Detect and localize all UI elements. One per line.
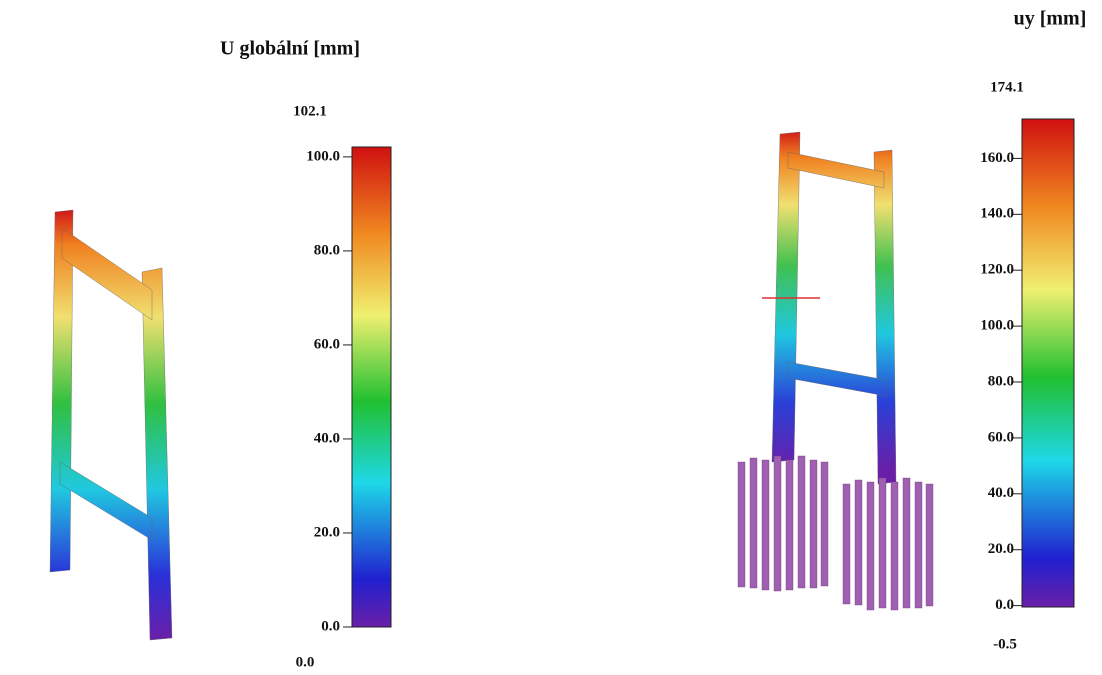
legend-title: uy [mm] — [1014, 8, 1087, 30]
tick-label: 40.0 — [314, 430, 340, 446]
tick-label: 40.0 — [988, 485, 1014, 501]
tick-label: 140.0 — [980, 206, 1014, 222]
tick-label: 60.0 — [988, 429, 1014, 445]
tick-label: 20.0 — [988, 541, 1014, 557]
tick-label: 60.0 — [314, 336, 340, 352]
legend-min-label: -0.5 — [993, 636, 1017, 652]
legend-title: U globální [mm] — [220, 38, 360, 60]
legend-max-label: 174.1 — [990, 79, 1024, 95]
legend-max-label: 102.1 — [293, 103, 327, 119]
tick-label: 80.0 — [988, 373, 1014, 389]
colorbar — [352, 147, 391, 627]
tick-label: 80.0 — [314, 242, 340, 258]
tick-label: 0.0 — [321, 618, 340, 634]
left-structure — [50, 210, 172, 640]
tick-label: 160.0 — [980, 150, 1014, 166]
tick-label: 100.0 — [306, 148, 340, 164]
legend-min-label: 0.0 — [296, 654, 315, 670]
colorbar — [1022, 119, 1074, 607]
tick-label: 20.0 — [314, 524, 340, 540]
right-structure — [738, 132, 933, 610]
tick-label: 100.0 — [980, 318, 1014, 334]
results-view: U globální [mm] uy [mm] 102.1 0.0 100.0 80.… — [0, 0, 1102, 675]
tick-label: 0.0 — [995, 597, 1014, 613]
tick-label: 120.0 — [980, 262, 1014, 278]
